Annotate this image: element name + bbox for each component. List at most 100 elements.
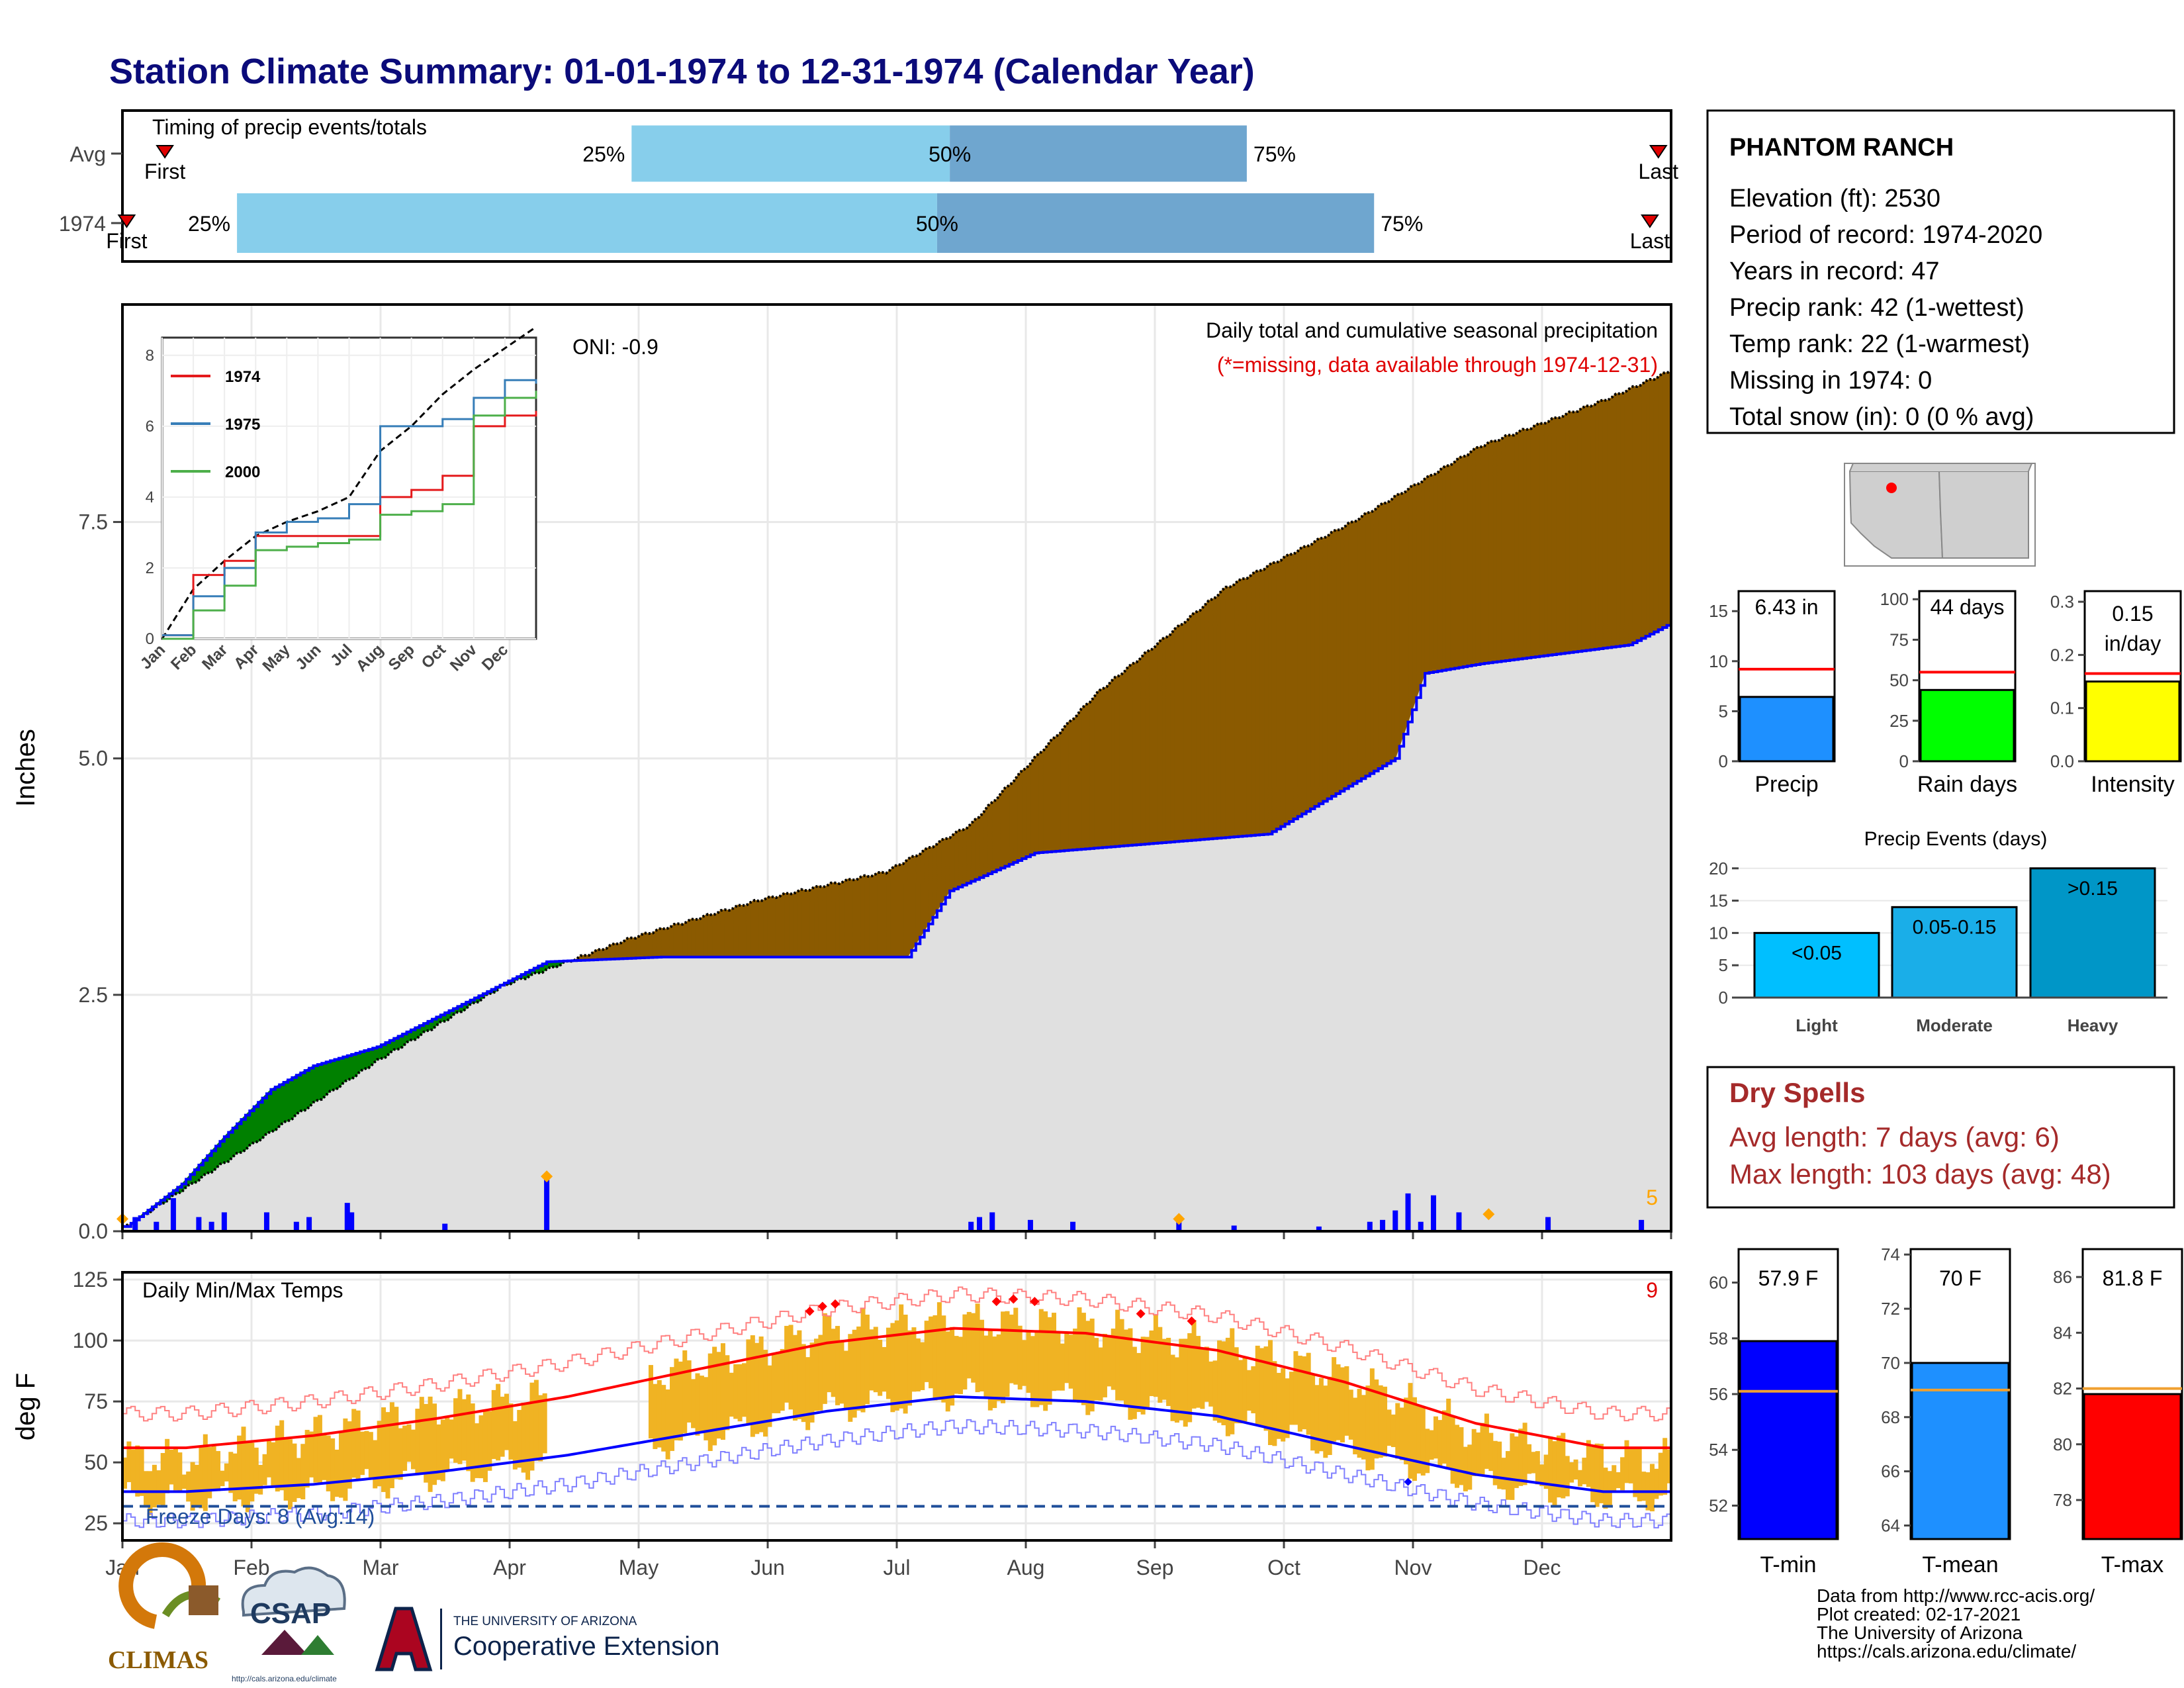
daily-temp-bar: [941, 1315, 946, 1403]
daily-temp-bar: [754, 1342, 760, 1434]
daily-temp-bar: [1119, 1319, 1124, 1401]
summary-bar-tick-label: 50: [1889, 671, 1909, 690]
daily-temp-bar: [1459, 1427, 1464, 1485]
events-bar-label: <0.05: [1792, 942, 1842, 964]
daily-temp-bar: [792, 1335, 797, 1421]
daily-temp-bar: [373, 1440, 378, 1489]
daily-temp-bar: [491, 1389, 496, 1460]
daily-temp-bar: [343, 1418, 348, 1501]
daily-temp-bar: [1522, 1423, 1527, 1485]
daily-temp-bar: [428, 1396, 433, 1492]
events-tick-label: 20: [1709, 859, 1728, 878]
daily-temp-bar: [1412, 1397, 1417, 1481]
daily-temp-bar: [368, 1432, 373, 1479]
daily-temp-bar: [177, 1452, 183, 1491]
timing-row-label: 1974: [59, 212, 106, 236]
daily-temp-bar: [1128, 1328, 1133, 1420]
temp-summary-tick-label: 68: [1881, 1407, 1900, 1427]
daily-temp-bar: [929, 1316, 934, 1389]
timing-first-marker: [156, 145, 174, 159]
daily-temp-bar: [788, 1325, 794, 1410]
daily-temp-bar: [1340, 1367, 1345, 1443]
daily-temp-bar: [424, 1403, 429, 1483]
daily-temp-bar: [1641, 1472, 1647, 1501]
daily-temp-bar: [300, 1444, 306, 1500]
daily-temp-bar: [839, 1340, 844, 1404]
inset-legend-label: 2000: [225, 463, 260, 481]
temp-summary-tick-label: 58: [1709, 1329, 1728, 1348]
daily-temp-bar: [1416, 1405, 1422, 1474]
temp-summary-bars: 57.9 F 52 54 56 58 60 T-min 70 F 64 66 68 70 72 74 T-m…: [1709, 1244, 2183, 1577]
summary-bar-tick-label: 10: [1709, 651, 1728, 671]
station-info-line: Missing in 1974: 0: [1729, 367, 1932, 395]
daily-temp-bar: [818, 1335, 823, 1411]
precip-event-marker: [1482, 1208, 1495, 1221]
daily-temp-bar: [533, 1380, 539, 1461]
daily-temp-bar: [1077, 1307, 1082, 1403]
daily-temp-bar: [983, 1335, 989, 1398]
daily-temp-bar: [377, 1421, 382, 1487]
summary-bar-value-unit: in/day: [2105, 632, 2161, 655]
daily-temp-bar: [945, 1331, 950, 1412]
daily-temp-bar: [903, 1314, 908, 1414]
daily-temp-bar: [1251, 1366, 1256, 1414]
daily-temp-bar: [232, 1453, 238, 1502]
station-info-line: Years in record: 47: [1729, 258, 1940, 285]
daily-temp-bar: [899, 1304, 904, 1409]
daily-temp-bar: [674, 1358, 679, 1440]
station-info-line: Precip rank: 42 (1-wettest): [1729, 294, 2025, 322]
footer-credit-line: The University of Arizona: [1817, 1622, 2023, 1643]
timing-pct-label: 25%: [582, 142, 625, 166]
daily-temp-bar: [461, 1399, 467, 1461]
daily-temp-bar: [1383, 1386, 1388, 1457]
daily-temp-bar: [1212, 1360, 1218, 1421]
daily-temp-bar: [347, 1421, 352, 1489]
station-name: PHANTOM RANCH: [1729, 134, 1954, 162]
record-low-marker: [1404, 1477, 1412, 1486]
daily-temp-bar: [686, 1360, 692, 1423]
oni-label: ONI: -0.9: [572, 335, 659, 359]
daily-temp-bar: [1565, 1456, 1570, 1497]
daily-temp-bar: [1153, 1314, 1158, 1397]
daily-temp-bar: [203, 1434, 208, 1511]
climas-logo: CLIMAS: [108, 1542, 221, 1674]
daily-temp-bar: [1094, 1338, 1099, 1401]
daily-temp-bar: [848, 1334, 853, 1422]
temp-summary-value: 81.8 F: [2103, 1266, 2163, 1290]
daily-temp-bar: [1289, 1372, 1295, 1425]
daily-temp-bar: [1510, 1433, 1515, 1500]
daily-temp-bar: [1662, 1438, 1668, 1495]
daily-temp-bar: [1081, 1313, 1086, 1405]
daily-precip-bar: [306, 1217, 312, 1231]
daily-temp-bar: [1408, 1383, 1413, 1479]
events-bar-Moderate: [1891, 906, 2018, 999]
daily-temp-bar: [283, 1438, 289, 1501]
daily-temp-bar: [822, 1313, 827, 1404]
daily-temp-bar: [856, 1326, 862, 1411]
daily-temp-bar: [987, 1329, 993, 1411]
precip-event-marker: [1173, 1213, 1185, 1225]
daily-temp-bar: [742, 1363, 747, 1417]
daily-temp-bar: [237, 1435, 242, 1500]
temp-summary-tick-label: 56: [1709, 1384, 1728, 1404]
daily-temp-bar: [1191, 1320, 1197, 1409]
temp-month-label: Sep: [1136, 1556, 1174, 1579]
temp-summary-label: T-mean: [1922, 1552, 1998, 1577]
daily-temp-bar: [657, 1380, 662, 1448]
daily-temp-bar: [1001, 1311, 1006, 1403]
temp-header: Daily Min/Max Temps: [142, 1278, 343, 1302]
temp-summary-tick-label: 66: [1881, 1462, 1900, 1481]
station-location-marker: [1886, 483, 1897, 493]
daily-temp-bar: [1267, 1340, 1273, 1446]
daily-temp-bar: [385, 1412, 390, 1499]
daily-temp-bar: [360, 1431, 365, 1476]
precip-y-tick-label: 2.5: [79, 983, 108, 1007]
events-tick-label: 15: [1709, 891, 1728, 911]
daily-temp-bar: [211, 1446, 216, 1489]
daily-temp-bar: [1183, 1338, 1188, 1427]
daily-temp-bar: [1658, 1452, 1663, 1496]
temp-summary-tick-label: 52: [1709, 1495, 1728, 1515]
daily-temp-bar: [763, 1350, 768, 1437]
daily-temp-bar: [326, 1435, 331, 1491]
summary-bar-tick-label: 25: [1889, 711, 1909, 731]
